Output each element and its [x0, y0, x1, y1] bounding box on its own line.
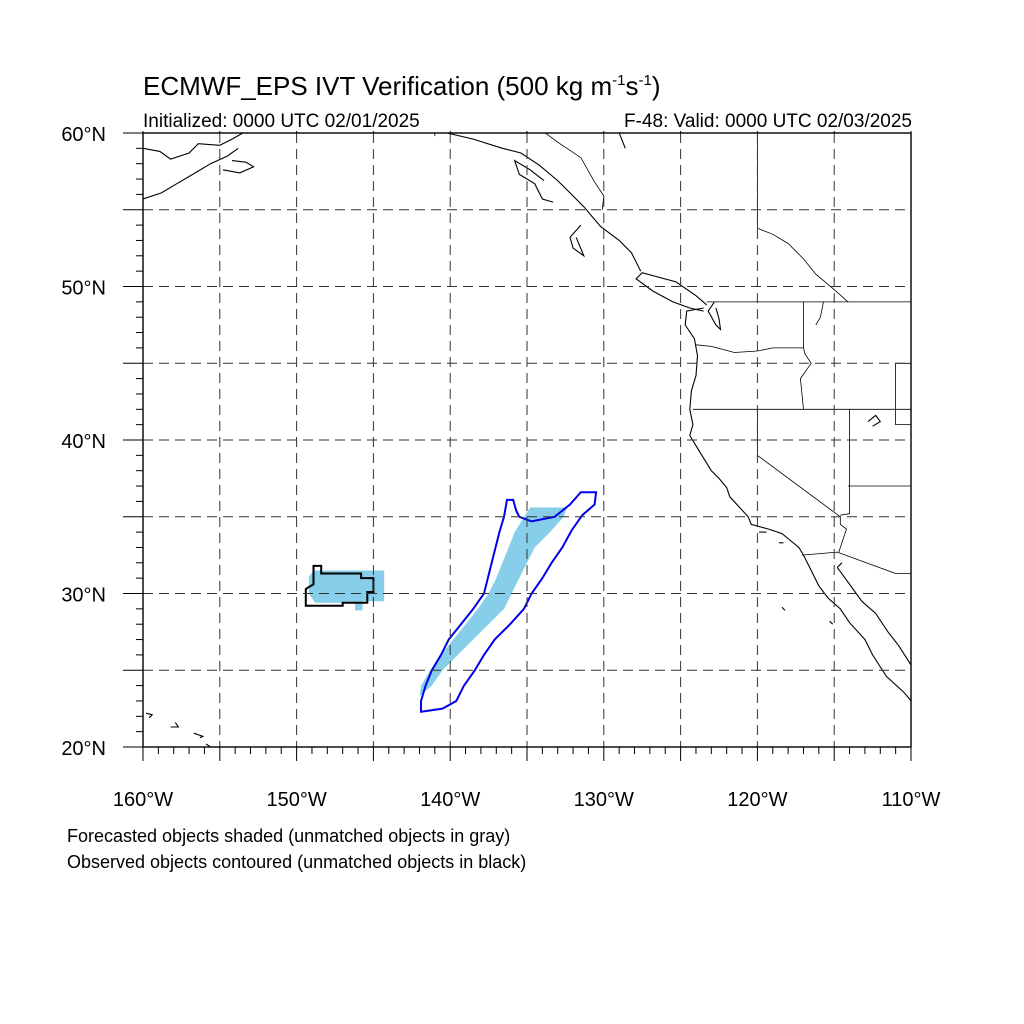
- initialized-time: Initialized: 0000 UTC 02/01/2025: [143, 111, 420, 132]
- border-segment-1: [799, 301, 812, 410]
- coastline-segment-20: [867, 414, 882, 427]
- border-segment-8: [895, 362, 911, 426]
- lon-label: 110°W: [882, 789, 941, 811]
- coastline-segment-4: [569, 224, 586, 258]
- title-end: ): [651, 71, 661, 101]
- observed-contour-west: [304, 564, 375, 607]
- border-segment-2: [695, 344, 804, 353]
- coastline-segment-5: [513, 159, 554, 203]
- forecast-object-west: [308, 570, 385, 611]
- coastline-segment-19: [829, 620, 834, 625]
- border-segment-7: [815, 301, 824, 326]
- coastline-segment-6: [618, 133, 626, 149]
- coastline-segment-14: [170, 722, 180, 728]
- coastline-segment-1: [707, 301, 722, 332]
- border-segment-11: [545, 133, 605, 210]
- lat-label: 40°N: [61, 431, 106, 453]
- valid-time: F-48: Valid: 0000 UTC 02/03/2025: [624, 111, 912, 132]
- title-mid: s: [625, 71, 639, 101]
- coastline-segment-10: [836, 567, 911, 667]
- gridlines: [143, 133, 911, 747]
- lat-label: 50°N: [61, 278, 106, 300]
- observed-legend-note: Observed objects contoured (unmatched ob…: [67, 852, 527, 872]
- lon-label: 120°W: [727, 789, 787, 811]
- lon-label: 130°W: [574, 789, 634, 811]
- lon-label: 140°W: [420, 789, 480, 811]
- forecast-legend-note: Forecasted objects shaded (unmatched obj…: [67, 826, 511, 846]
- lat-label: 30°N: [61, 585, 106, 607]
- verification-objects: [304, 491, 598, 713]
- border-segment-4: [757, 409, 847, 553]
- forecast-object-east: [419, 507, 567, 697]
- coastline-segment-12: [205, 743, 212, 747]
- coastline-segment-7: [143, 133, 244, 160]
- coastline-segment-18: [781, 606, 786, 611]
- border-segment-5: [840, 409, 850, 516]
- axis-labels: 20°N 30°N 40°N 50°N 60°N 160°W 150°W 140°W 130°W…: [61, 124, 940, 811]
- axis-ticks: [123, 131, 912, 761]
- title-main: ECMWF_EPS IVT Verification (500 kg m: [143, 71, 613, 101]
- border-segment-10: [757, 133, 849, 303]
- coastline-segment-13: [193, 732, 205, 739]
- lon-label: 160°W: [113, 789, 173, 811]
- coastline-segment-8: [143, 147, 239, 200]
- title-sup-2: -1: [638, 72, 652, 89]
- border-segment-6: [801, 551, 911, 574]
- coastline-segment-15: [145, 712, 154, 719]
- lat-label: 60°N: [61, 124, 106, 146]
- observed-contour-east: [420, 491, 598, 713]
- coastline-segment-0: [684, 307, 911, 702]
- coastline-segment-9: [222, 160, 255, 174]
- coastline-segment-11: [836, 562, 843, 568]
- title-sup-1: -1: [612, 72, 626, 89]
- lon-label: 150°W: [266, 789, 326, 811]
- coastline-segment-2: [635, 272, 708, 312]
- coastline-segment-3: [446, 133, 642, 272]
- lat-label: 20°N: [61, 738, 106, 760]
- map-title: ECMWF_EPS IVT Verification (500 kg m-1s-…: [143, 71, 660, 102]
- coastlines: [143, 133, 911, 747]
